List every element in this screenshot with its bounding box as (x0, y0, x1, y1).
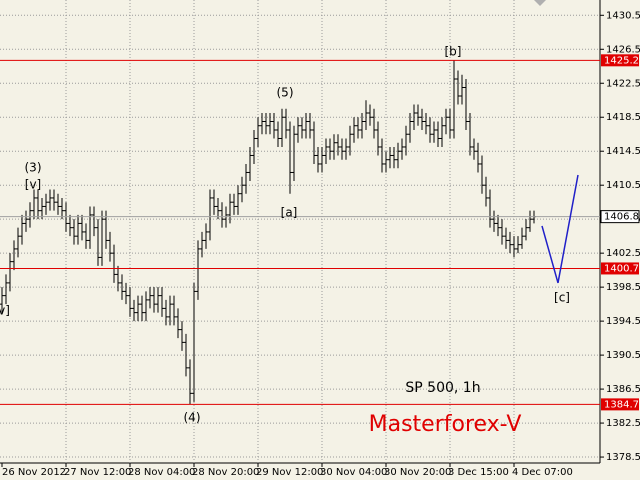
x-tick-label: 27 Nov 12:00 (64, 467, 131, 478)
y-tick-label: 1394.5 (606, 316, 640, 327)
x-tick-label: 28 Nov 20:00 (192, 467, 259, 478)
wave-label: [v] (25, 178, 41, 192)
y-tick-label: 1398.5 (606, 282, 640, 293)
level-tag (601, 262, 639, 275)
y-tick-label: 1430.5 (606, 10, 640, 21)
y-tick-label: 1386.5 (606, 384, 640, 395)
y-tick-label: 1426.5 (606, 44, 640, 55)
wave-label: [b] (445, 45, 462, 59)
wave-label: v] (0, 304, 10, 318)
level-tag (601, 54, 639, 67)
y-tick-label: 1382.5 (606, 418, 640, 429)
x-tick-label: 3 Dec 15:00 (448, 467, 509, 478)
level-tag (601, 398, 639, 411)
wave-label: (3) (25, 161, 42, 175)
y-tick-label: 1422.5 (606, 78, 640, 89)
x-tick-label: 30 Nov 20:00 (384, 467, 451, 478)
wave-label: (5) (277, 86, 294, 100)
plot-area (0, 0, 600, 463)
level-label: 1425.2 (604, 55, 639, 66)
wave-label: (4) (184, 411, 201, 425)
x-tick-label: 4 Dec 07:00 (512, 467, 573, 478)
wave-label: [a] (281, 206, 298, 220)
wave-label: [c] (554, 291, 570, 305)
x-tick-label: 28 Nov 04:00 (128, 467, 195, 478)
x-tick-label: 26 Nov 2012 (2, 467, 66, 478)
current-price-tag (600, 210, 640, 224)
y-tick-label: 1390.5 (606, 350, 640, 361)
current-price-label: 1406.8 (604, 212, 639, 223)
x-tick-label: 30 Nov 04:00 (320, 467, 387, 478)
y-tick-label: 1378.5 (606, 452, 640, 463)
y-tick-label: 1418.5 (606, 112, 640, 123)
level-label: 1384.7 (604, 399, 639, 410)
x-tick-label: 29 Nov 12:00 (256, 467, 323, 478)
shift-marker (534, 0, 546, 6)
y-tick-label: 1414.5 (606, 146, 640, 157)
y-tick-label: 1402.5 (606, 248, 640, 259)
y-tick-label: 1410.5 (606, 180, 640, 191)
chart-title: SP 500, 1h (405, 380, 480, 396)
forecast-line (541, 174, 579, 284)
watermark: Masterforex-V (369, 412, 522, 437)
level-label: 1400.7 (604, 263, 639, 274)
